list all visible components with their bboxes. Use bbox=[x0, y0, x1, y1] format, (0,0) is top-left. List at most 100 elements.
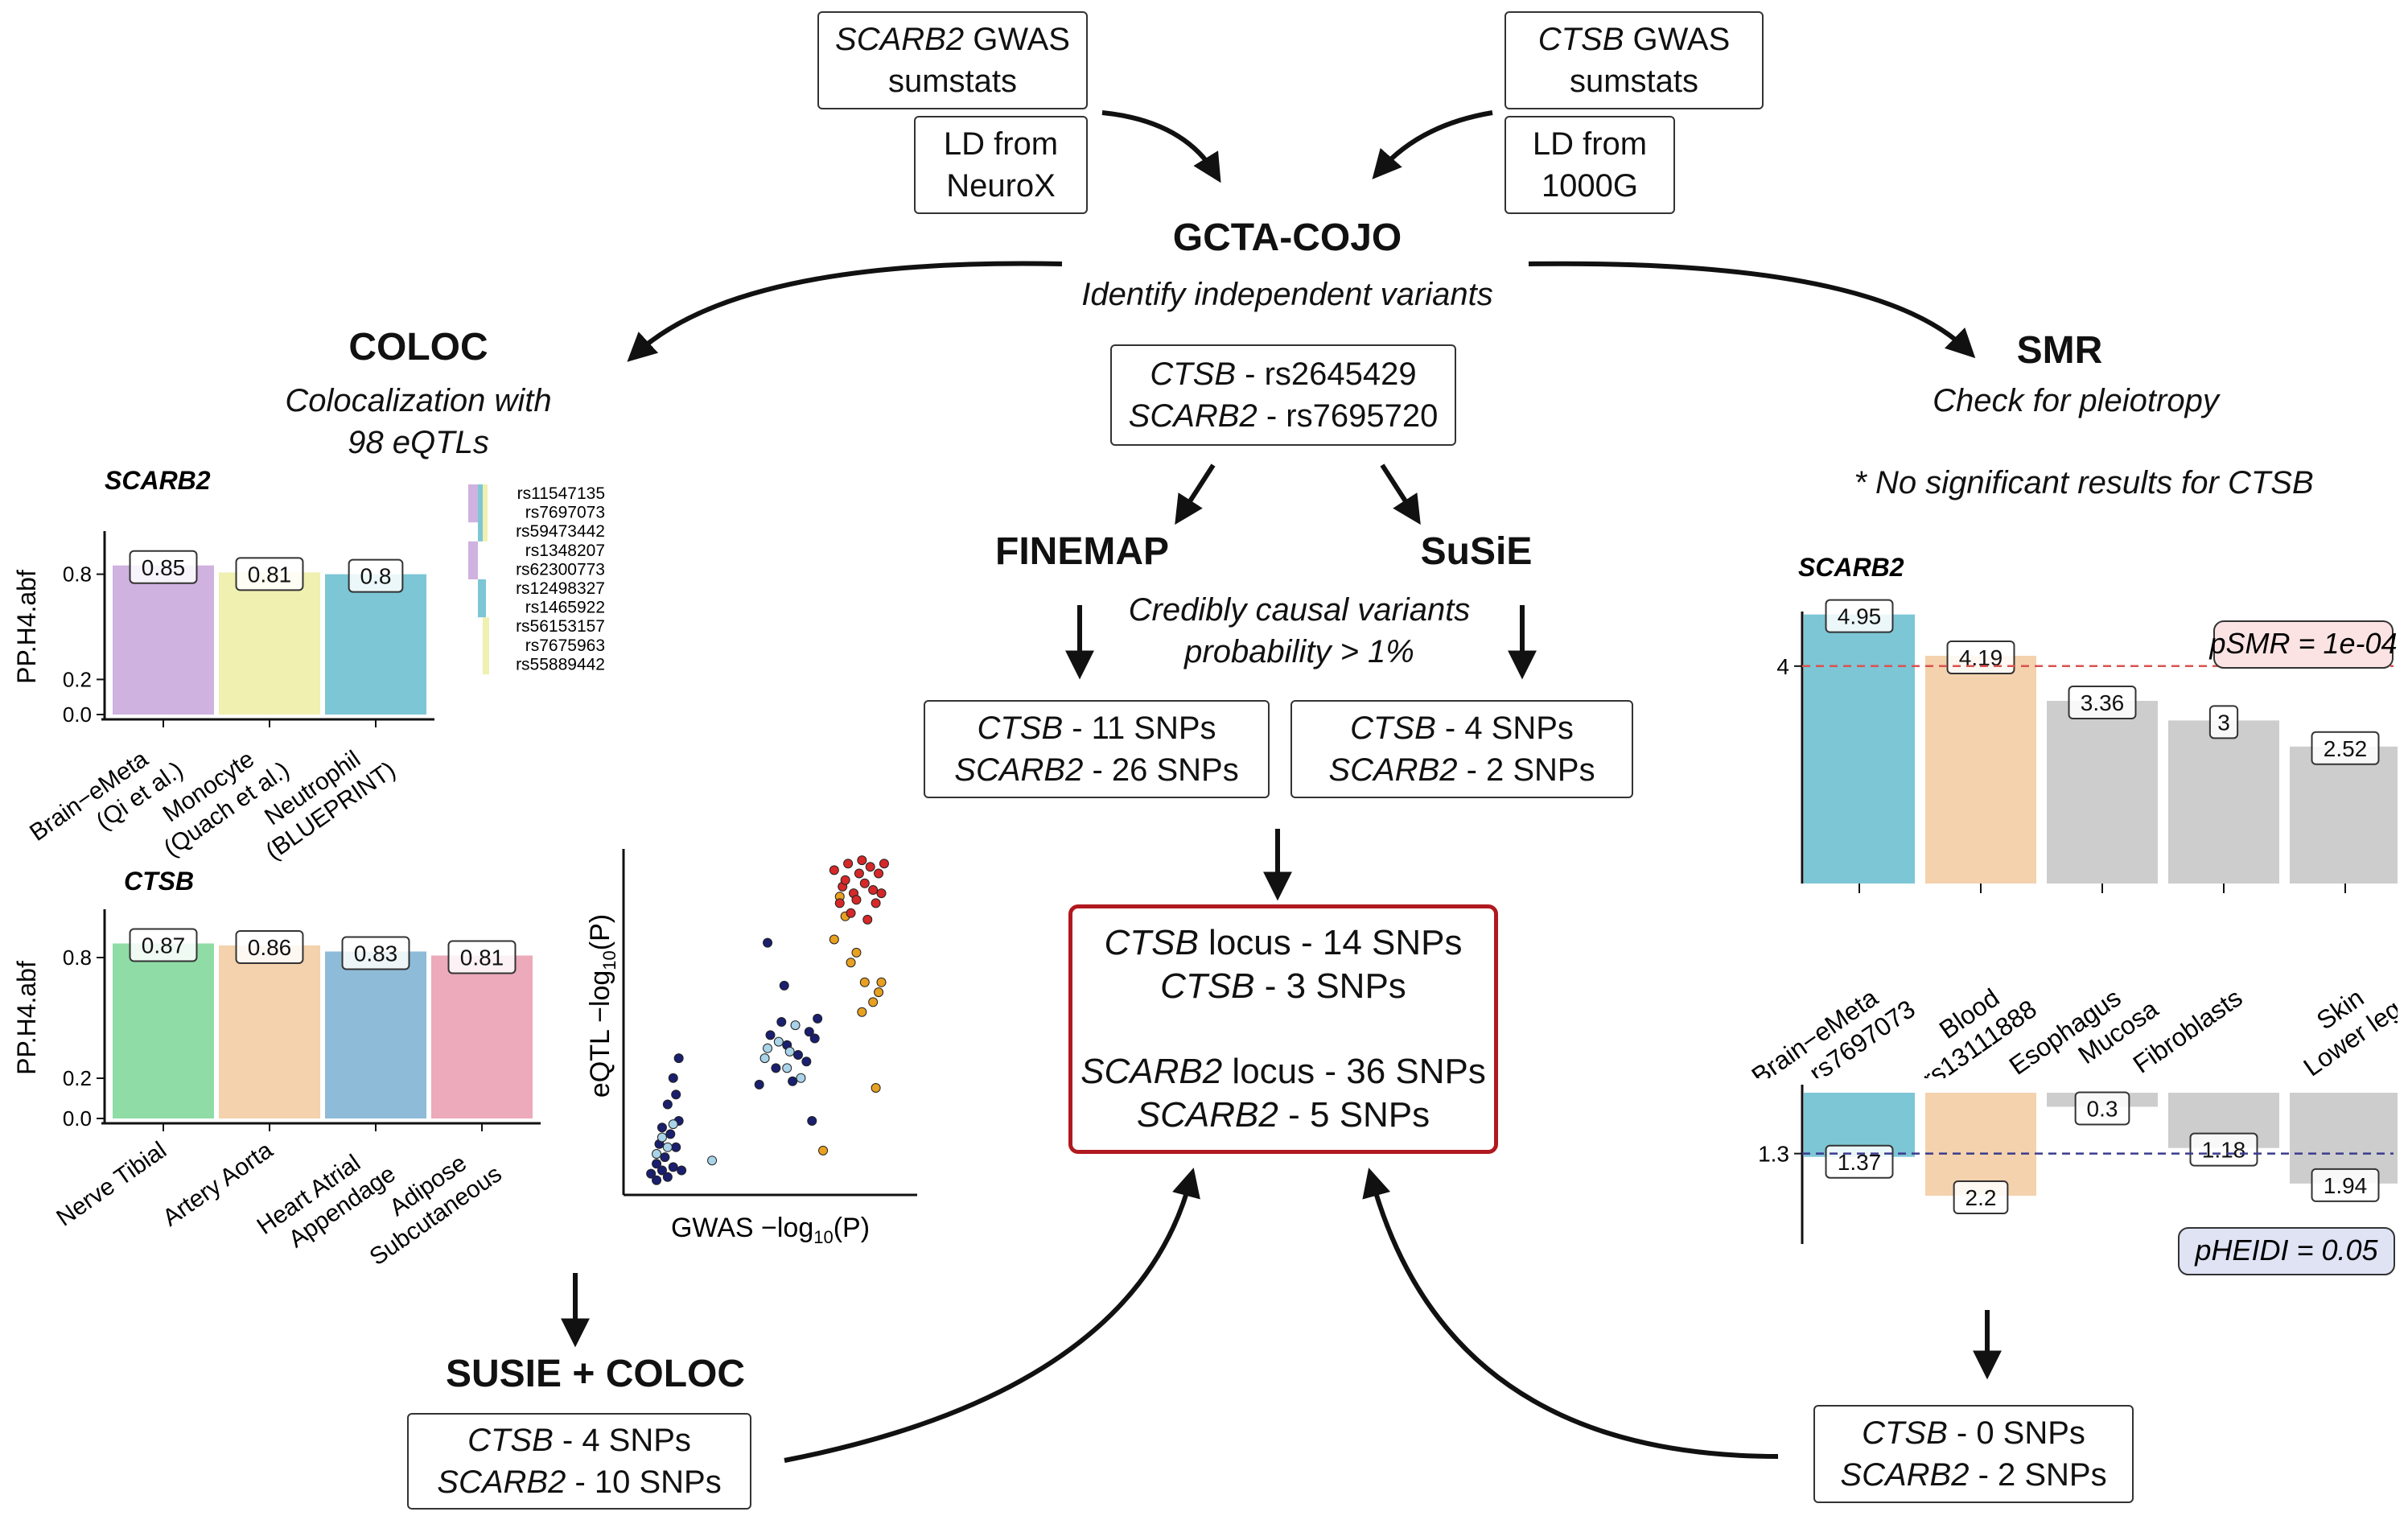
scatter-point bbox=[834, 898, 845, 908]
bar-value-label-box bbox=[1825, 599, 1894, 633]
scatter-point bbox=[652, 1159, 662, 1169]
scatter-point bbox=[763, 937, 773, 948]
scarb2-sumstats-box: SCARB2 GWAS sumstats bbox=[817, 11, 1088, 109]
bar-value-label: 4.95 bbox=[1838, 604, 1882, 629]
bar-value-label: 0.8 bbox=[360, 564, 392, 589]
snp-color-swatch bbox=[468, 541, 478, 579]
scatter-point bbox=[671, 1142, 681, 1152]
bar bbox=[325, 951, 426, 1118]
scatter-point bbox=[646, 1168, 657, 1179]
chart-title: CTSB bbox=[124, 867, 194, 896]
x-tick-label: AdiposeSubcutaneous bbox=[348, 1137, 507, 1271]
bar-value-label: 0.81 bbox=[248, 562, 292, 587]
arrow-smr-results-to-final bbox=[1362, 1168, 1779, 1459]
scatter-point bbox=[779, 980, 789, 991]
scatter-point bbox=[851, 895, 862, 905]
finemap-results-box: CTSB - 11 SNPs SCARB2 - 26 SNPs bbox=[924, 700, 1270, 798]
scatter-point bbox=[660, 1152, 670, 1163]
snp-color-swatch bbox=[468, 484, 478, 523]
bar-value-label: 0.86 bbox=[248, 935, 292, 960]
x-axis-label-part: GWAS −log bbox=[671, 1213, 813, 1243]
scatter-point bbox=[790, 1020, 801, 1031]
y-tick-label: 0.2 bbox=[63, 1066, 92, 1090]
y-tick-label: 0.8 bbox=[63, 562, 92, 587]
scatter-point bbox=[857, 855, 867, 866]
scatter-point bbox=[662, 1172, 673, 1182]
bar-value-label: 0.87 bbox=[142, 933, 186, 958]
bar-value-label: 0.83 bbox=[354, 941, 398, 966]
scatter-point bbox=[796, 1073, 806, 1083]
x-axis-label: GWAS −log10(P) bbox=[671, 1213, 870, 1247]
scatter-point bbox=[871, 898, 881, 908]
scatter-point bbox=[807, 1116, 817, 1126]
arrow-cojo-to-coloc bbox=[627, 261, 1063, 362]
bar-value-label: 2.52 bbox=[2324, 736, 2368, 761]
bar-value-label-box bbox=[2074, 1091, 2130, 1126]
scatter-point bbox=[765, 1030, 776, 1040]
bar bbox=[1925, 1093, 2036, 1196]
x-axis-label-sub: 10 bbox=[813, 1227, 833, 1247]
bar bbox=[2290, 746, 2398, 884]
ctsb-sumstats-box: CTSB GWAS sumstats bbox=[1504, 11, 1764, 109]
bar-value-label-box bbox=[129, 550, 198, 584]
bar-value-label: 2.2 bbox=[1966, 1185, 1997, 1210]
scatter-point bbox=[657, 1165, 667, 1176]
y-axis-label-part: eQTL −log bbox=[585, 970, 615, 1098]
snp-color-swatch bbox=[478, 484, 483, 542]
scatter-point bbox=[868, 885, 879, 895]
scatter-point bbox=[771, 1063, 781, 1073]
bar bbox=[2168, 720, 2279, 884]
ld-neurox-box: LD from NeuroX bbox=[914, 116, 1088, 214]
scatter-point bbox=[793, 1050, 803, 1060]
bar bbox=[2047, 701, 2158, 884]
smr-note: * No significant results for CTSB bbox=[1854, 465, 2314, 500]
scatter-point bbox=[677, 1165, 687, 1176]
bar-value-label-box bbox=[2311, 1168, 2380, 1202]
bar-value-label-box bbox=[348, 558, 404, 593]
arrow-cojo-to-susie bbox=[1380, 463, 1421, 525]
scatter-point bbox=[868, 997, 879, 1007]
arrow-susie-coloc-to-final bbox=[784, 1168, 1200, 1463]
bar-value-label-box bbox=[2068, 686, 2137, 720]
scatter-point bbox=[846, 908, 856, 918]
snp-legend-label: rs55889442 bbox=[516, 655, 605, 673]
susie-title: SuSiE bbox=[1420, 530, 1533, 573]
cojo-title: GCTA-COJO bbox=[1172, 216, 1402, 259]
coloc-scarb2-chart: SCARB20.00.20.8PP.H4.abf0.85Brain−eMeta(… bbox=[12, 466, 605, 865]
scatter-point bbox=[851, 947, 862, 958]
scatter-point bbox=[759, 1053, 770, 1064]
scatter-point bbox=[652, 1149, 662, 1159]
x-tick-label: SkinLower leg bbox=[2281, 969, 2398, 1078]
coloc-ctsb-chart: CTSB 0.0 0.2 0.8 PP.H4.abf 0.87 Nerve Tibial 0.… bbox=[12, 867, 541, 1271]
snp-legend-label: rs1465922 bbox=[525, 599, 605, 617]
bar-value-label-box bbox=[2311, 731, 2380, 765]
scatter-point bbox=[773, 1036, 784, 1047]
pheidi-label-box bbox=[2178, 1227, 2395, 1275]
bar bbox=[113, 943, 214, 1118]
snp-legend-label: rs56153157 bbox=[516, 617, 605, 636]
snp-legend-label: rs7697073 bbox=[525, 504, 605, 522]
chart-title: SCARB2 bbox=[105, 466, 211, 495]
bar bbox=[219, 945, 320, 1118]
scatter-point bbox=[754, 1079, 764, 1090]
scatter-point bbox=[813, 1013, 823, 1024]
final-results-box: CTSB locus - 14 SNPs CTSB - 3 SNPs SCARB… bbox=[1068, 904, 1498, 1154]
scatter-point bbox=[874, 987, 884, 998]
scatter-point bbox=[829, 934, 839, 945]
scatter-point bbox=[668, 1162, 678, 1172]
gene-name: CTSB bbox=[1537, 22, 1624, 57]
scatter-point bbox=[784, 1046, 795, 1057]
scatter-point bbox=[782, 1063, 792, 1073]
arrow-scarb2-sumstats-to-cojo bbox=[1101, 110, 1221, 183]
bar bbox=[1804, 614, 1915, 884]
scatter-point bbox=[871, 1083, 881, 1093]
y-axis-label: PP.H4.abf bbox=[12, 961, 41, 1075]
cojo-variants-box: CTSB - rs2645429 SCARB2 - rs7695720 bbox=[1110, 344, 1456, 446]
scatter-point bbox=[843, 859, 854, 869]
bar bbox=[113, 565, 214, 715]
scatter-point bbox=[788, 1076, 798, 1086]
scatter-point bbox=[818, 1145, 829, 1155]
bar-value-label-box bbox=[2189, 1132, 2258, 1167]
